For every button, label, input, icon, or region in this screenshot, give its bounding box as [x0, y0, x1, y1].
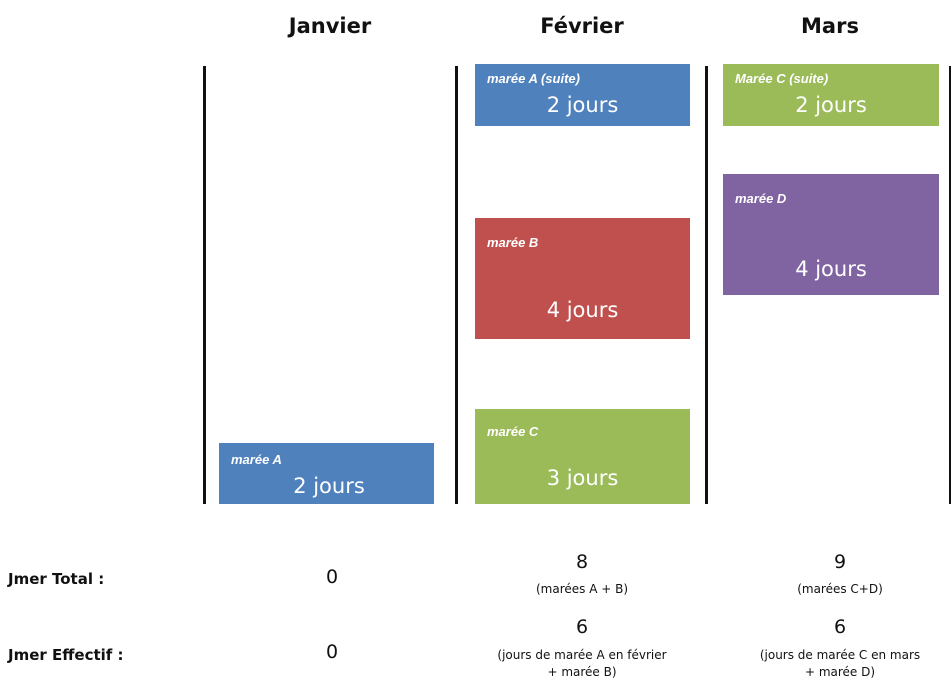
month-header-fevrier: Février: [540, 14, 624, 38]
jmer-effectif-fevrier: 6: [575, 616, 589, 638]
row-label-jmer-total: Jmer Total :: [8, 570, 105, 588]
block-maree-c-suite-mars: Marée C (suite) 2 jours: [723, 64, 939, 126]
block-maree-b-fevrier: marée B 4 jours: [475, 218, 690, 339]
block-title: marée B: [487, 235, 539, 250]
jmer-total-mars-note: (marées C+D): [797, 582, 883, 596]
jmer-total-fevrier: 8: [575, 551, 589, 573]
block-maree-a-suite-fevrier: marée A (suite) 2 jours: [475, 64, 690, 126]
block-days: 2 jours: [795, 93, 867, 117]
row-label-jmer-effectif: Jmer Effectif :: [8, 646, 124, 664]
block-title: Marée C (suite): [735, 71, 829, 86]
jmer-effectif-janvier: 0: [325, 641, 339, 663]
jmer-effectif-mars: 6: [833, 616, 847, 638]
month-header-janvier: Janvier: [288, 14, 372, 38]
block-title: marée A: [231, 452, 282, 467]
month-divider-fevrier: [455, 66, 458, 504]
jmer-effectif-mars-note-2: + marée D): [804, 665, 876, 679]
block-title: marée C: [487, 424, 539, 439]
jmer-total-mars: 9: [833, 551, 847, 573]
block-maree-a-janvier: marée A 2 jours: [219, 443, 434, 504]
block-days: 2 jours: [293, 474, 365, 498]
month-header-mars: Mars: [801, 14, 859, 38]
jmer-effectif-fevrier-note-1: (jours de marée A en février: [497, 648, 667, 662]
block-days: 2 jours: [546, 93, 619, 117]
block-maree-c-fevrier: marée C 3 jours: [475, 409, 690, 504]
jmer-effectif-mars-note-1: (jours de marée C en mars: [759, 648, 921, 662]
block-title: marée A (suite): [487, 71, 580, 86]
jmer-effectif-fevrier-note-2: + marée B): [547, 665, 617, 679]
block-days: 3 jours: [546, 466, 619, 490]
month-divider-end: [949, 66, 951, 504]
block-title: marée D: [735, 191, 787, 206]
month-divider-janvier: [203, 66, 206, 504]
jmer-total-janvier: 0: [325, 566, 339, 588]
block-maree-d-mars: marée D 4 jours: [723, 174, 939, 295]
block-days: 4 jours: [795, 257, 867, 281]
block-days: 4 jours: [546, 298, 619, 322]
jmer-total-fevrier-note: (marées A + B): [535, 582, 629, 596]
month-divider-mars: [705, 66, 708, 504]
